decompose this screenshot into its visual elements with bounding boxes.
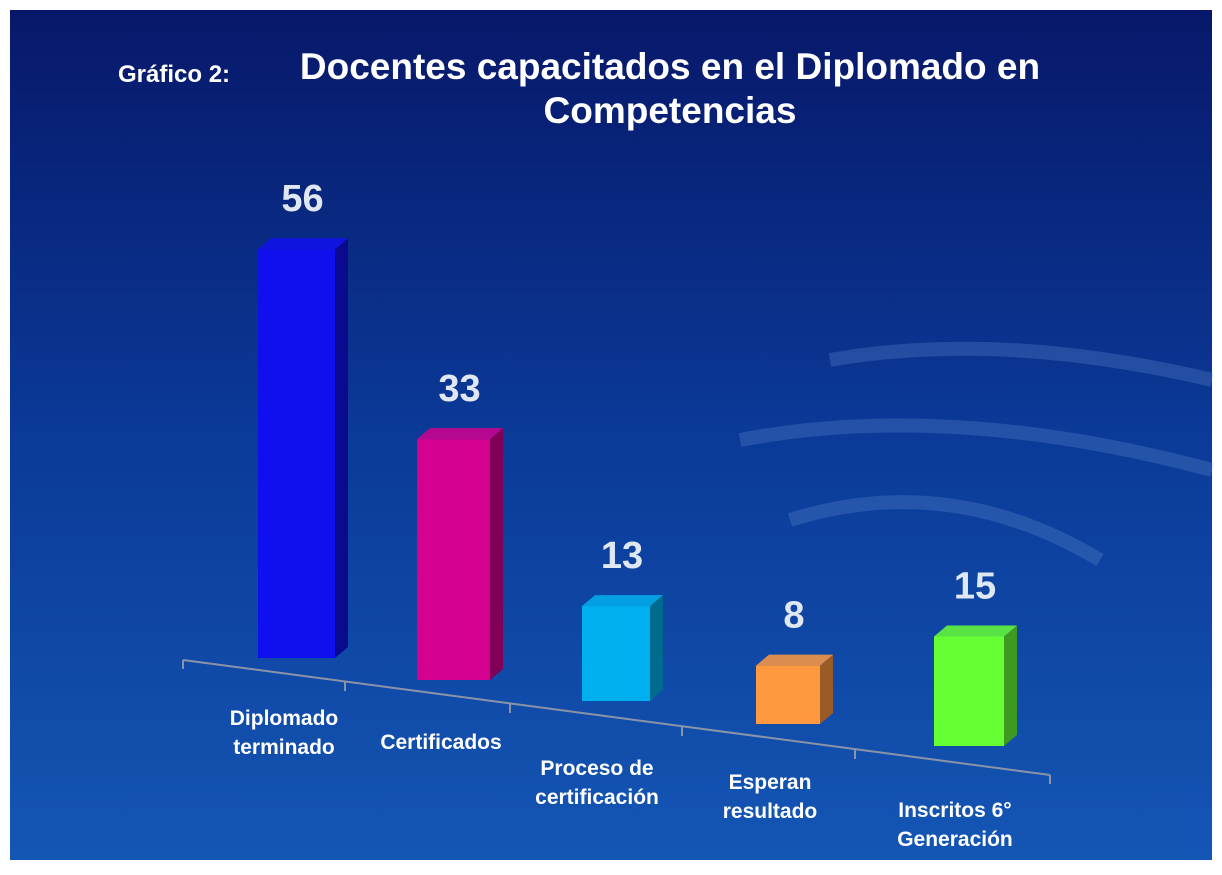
- bar-side: [1004, 625, 1017, 746]
- bar: [756, 665, 820, 724]
- category-label: Diplomado terminado: [229, 707, 339, 759]
- bar-top: [582, 595, 663, 607]
- value-label: 56: [281, 178, 323, 220]
- value-label: 15: [954, 566, 996, 608]
- category-label: Inscritos 6° Generación: [897, 799, 1013, 851]
- category-label: Proceso de certificación: [535, 757, 659, 809]
- bar: [258, 249, 335, 658]
- bar-side: [650, 595, 663, 701]
- bar-top: [258, 238, 348, 250]
- decoration: [738, 341, 1214, 567]
- chart-title: Docentes capacitados en el Diplomado en …: [299, 46, 1041, 131]
- category-label: Certificados: [380, 731, 502, 754]
- figure-label: Gráfico 2:: [118, 61, 230, 88]
- bar-side: [820, 654, 833, 724]
- bar-top: [417, 428, 503, 440]
- value-label: 33: [438, 368, 480, 410]
- category-label: Esperan resultado: [722, 771, 818, 823]
- bar: [934, 636, 1004, 746]
- bar-top: [756, 654, 833, 666]
- bar-side: [335, 238, 348, 658]
- bar: [417, 439, 490, 680]
- bar-side: [490, 428, 503, 680]
- value-label: 13: [601, 535, 643, 577]
- bar: [582, 606, 650, 701]
- axis-line: [182, 659, 1051, 776]
- value-label: 8: [783, 595, 804, 637]
- bar-top: [934, 625, 1017, 637]
